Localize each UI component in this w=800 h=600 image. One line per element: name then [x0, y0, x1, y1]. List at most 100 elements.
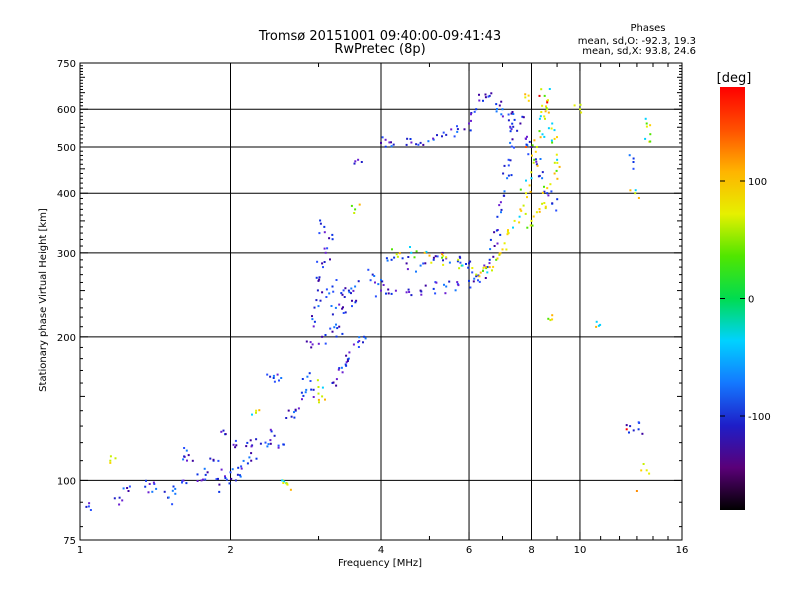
data-point	[463, 128, 466, 131]
data-point	[555, 169, 558, 172]
data-point	[507, 229, 509, 232]
data-point	[547, 194, 550, 197]
data-point	[338, 325, 341, 328]
data-point	[109, 455, 112, 458]
data-point	[628, 154, 631, 157]
data-point	[309, 380, 312, 382]
data-point	[488, 266, 491, 269]
data-point	[174, 487, 177, 490]
data-point	[355, 299, 358, 302]
data-point	[357, 158, 360, 161]
data-point	[419, 264, 422, 267]
data-point	[642, 463, 645, 465]
data-point	[316, 260, 319, 263]
data-point	[422, 262, 425, 265]
data-point	[311, 343, 314, 346]
y-tick-label: 300	[57, 249, 76, 260]
data-point	[328, 292, 331, 295]
data-point	[522, 116, 525, 119]
data-point	[512, 226, 514, 229]
data-point	[351, 305, 353, 308]
data-point	[538, 208, 541, 210]
data-point	[217, 477, 219, 480]
data-point	[385, 292, 387, 295]
data-point	[529, 224, 532, 227]
data-point	[255, 457, 258, 460]
data-point	[580, 111, 583, 114]
data-point	[536, 164, 539, 167]
phase-stats-heading: Phases	[630, 23, 665, 34]
data-point	[316, 379, 319, 382]
data-point	[338, 367, 341, 370]
data-point	[255, 409, 258, 412]
data-point	[347, 289, 350, 292]
data-point	[324, 342, 327, 345]
data-point	[387, 288, 390, 291]
data-point	[272, 377, 275, 379]
data-point	[390, 141, 392, 144]
data-point	[645, 469, 648, 472]
data-point	[558, 165, 561, 168]
data-point	[519, 188, 522, 191]
data-point	[330, 305, 333, 307]
data-point	[499, 201, 502, 204]
data-point	[259, 442, 262, 445]
data-point	[346, 358, 349, 361]
data-point	[344, 287, 347, 290]
data-point	[317, 279, 320, 282]
data-point	[424, 284, 427, 287]
data-point	[475, 273, 478, 276]
data-point	[187, 454, 190, 457]
data-point	[331, 313, 334, 316]
data-point	[423, 251, 426, 254]
data-point	[328, 237, 331, 240]
data-point	[498, 204, 501, 207]
data-point	[286, 482, 289, 485]
data-point	[442, 263, 445, 266]
y-tick-label: 750	[57, 59, 76, 70]
data-point	[491, 269, 493, 272]
data-point	[350, 204, 353, 207]
data-point	[482, 266, 485, 269]
data-point	[324, 334, 327, 336]
data-point	[501, 108, 504, 111]
data-point	[547, 99, 549, 102]
data-point	[420, 293, 423, 296]
data-point	[343, 296, 346, 298]
data-point	[499, 233, 502, 236]
data-point	[185, 482, 188, 485]
data-point	[595, 320, 598, 323]
data-point	[530, 177, 533, 180]
data-point	[555, 153, 558, 156]
data-point	[128, 485, 131, 488]
data-point	[549, 183, 552, 186]
data-point	[248, 456, 251, 459]
data-point	[520, 209, 523, 212]
data-point	[413, 256, 416, 259]
data-point	[182, 479, 185, 482]
data-point	[390, 258, 393, 261]
data-point	[255, 438, 258, 441]
data-point	[468, 262, 470, 265]
data-point	[551, 122, 554, 125]
data-point	[255, 411, 257, 414]
data-point	[230, 477, 233, 480]
data-point	[488, 94, 491, 97]
chart-title: Tromsø 20151001 09:40:00-09:41:43	[258, 29, 501, 44]
x-tick-label: 10	[574, 545, 587, 556]
data-point	[163, 490, 166, 493]
data-point	[475, 275, 478, 278]
data-point	[171, 489, 174, 492]
data-point	[456, 130, 459, 133]
data-point	[321, 262, 324, 265]
data-point	[352, 343, 355, 346]
data-point	[532, 215, 535, 218]
data-point	[319, 219, 322, 222]
data-point	[340, 366, 343, 369]
data-point	[285, 417, 288, 419]
data-point	[315, 299, 318, 302]
data-point	[461, 264, 464, 267]
data-point	[546, 192, 549, 195]
data-point	[507, 113, 510, 116]
data-point	[556, 158, 559, 161]
